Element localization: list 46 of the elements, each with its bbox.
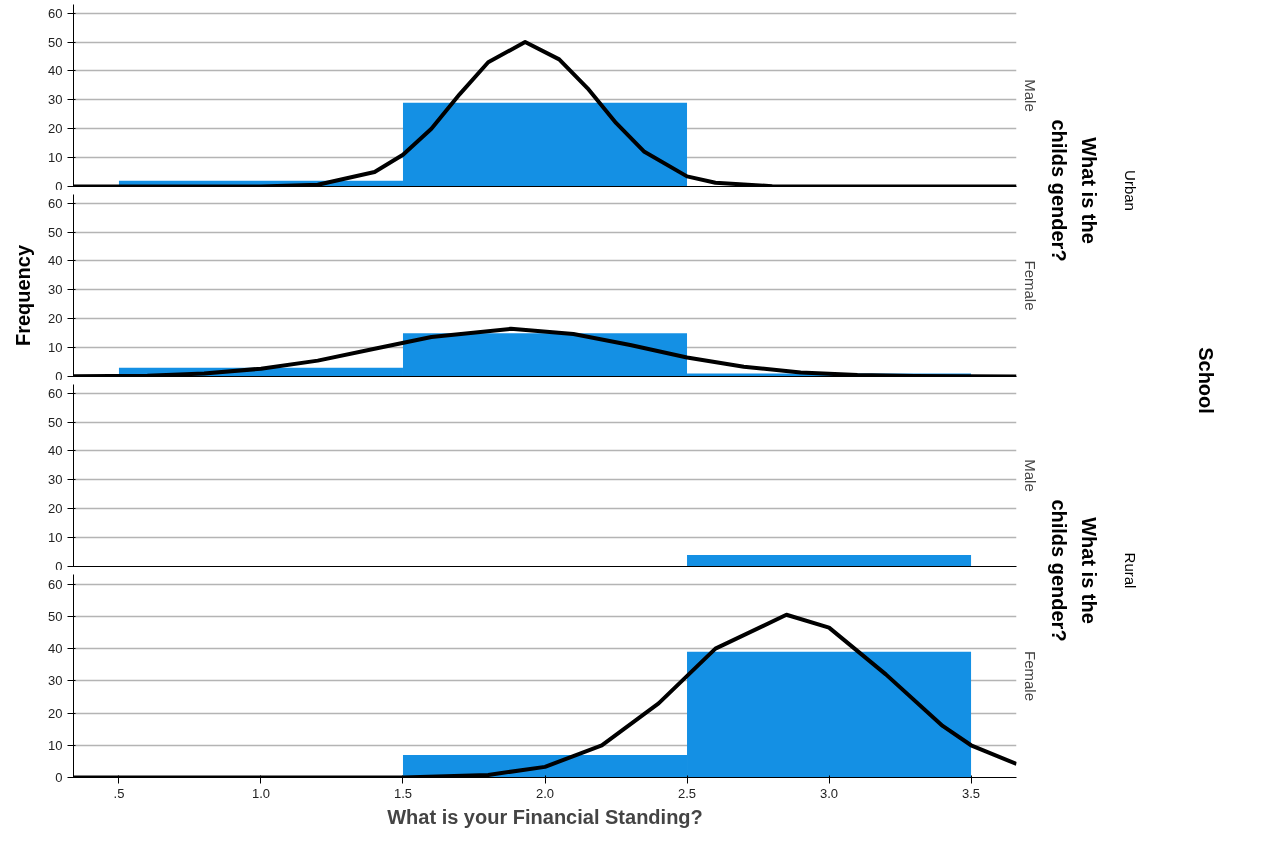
y-tick-label: 20 [48,121,63,137]
x-tick-label: 2.5 [677,785,697,801]
y-tick-label: 40 [48,63,63,79]
y-tick-label: 30 [48,673,63,689]
y-tick-label: 40 [48,443,63,459]
text: Male [1021,459,1039,492]
text: Urban [1122,170,1139,211]
y-tick-label: 50 [48,34,63,50]
y-tick-label: 50 [48,224,63,240]
y-tick-label: 10 [48,737,63,753]
y-tick-label: 20 [48,705,63,721]
x-tick-label: .5 [113,785,125,801]
text: School [1194,347,1217,414]
text: Male [1021,79,1039,112]
y-tick-label: 30 [48,92,63,108]
y-tick-label: 0 [55,770,63,785]
text: Female [1021,650,1039,702]
x-tick-label: 2.0 [535,785,555,801]
y-tick-label: 20 [48,501,63,517]
y-tick-label: 50 [48,414,63,430]
y-tick-label: 0 [55,558,63,574]
text: What is the childs gender? [1047,119,1100,262]
y-tick-label: 0 [55,368,63,384]
x-tick-label: 3.0 [820,785,839,801]
y-tick-label: 50 [48,608,63,624]
y-tick-label: 60 [48,195,63,211]
y-tick-label: 60 [48,576,63,592]
y-tick-label: 10 [48,150,63,166]
y-tick-label: 20 [48,311,63,327]
y-tick-label: 0 [55,178,63,194]
y-tick-label: 30 [48,472,63,488]
x-axis-title: What is your Financial Standing? [387,805,703,828]
y-tick-label: 60 [48,5,63,21]
y-tick-label: 40 [48,253,63,269]
x-tick-label: 1.5 [393,785,413,801]
y-tick-label: 10 [48,340,63,356]
text: Female [1021,260,1039,311]
y-tick-label: 30 [48,282,63,298]
text: Rural [1122,552,1139,589]
y-tick-label: 60 [48,385,63,401]
x-tick-label: 3.5 [962,785,981,801]
x-tick-label: 1.0 [251,785,271,801]
y-tick-label: 40 [48,641,63,657]
y-tick-label: 10 [48,530,63,546]
text: What is the childs gender? [1047,499,1100,642]
y-axis-title: Frequency [12,244,34,347]
